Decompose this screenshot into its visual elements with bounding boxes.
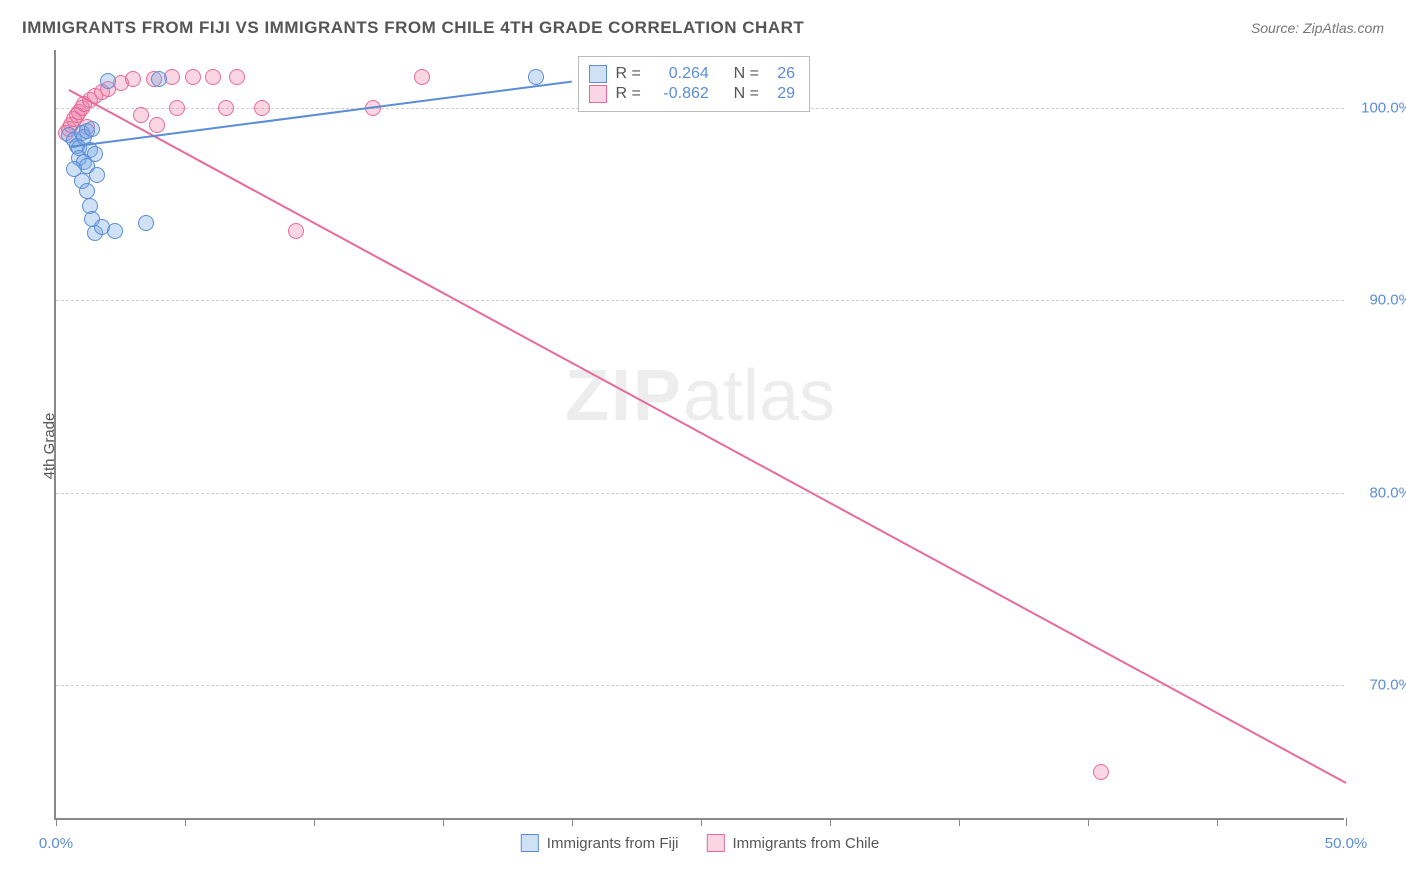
data-point xyxy=(528,69,544,85)
legend-swatch xyxy=(521,834,539,852)
x-tick-mark xyxy=(314,818,315,826)
data-point xyxy=(133,107,149,123)
r-value: 0.264 xyxy=(649,65,709,83)
legend-row: R = -0.862 N = 29 xyxy=(589,85,795,103)
chart-source: Source: ZipAtlas.com xyxy=(1251,20,1384,36)
x-tick-mark xyxy=(1217,818,1218,826)
legend-item: Immigrants from Chile xyxy=(706,834,879,852)
chart-header: IMMIGRANTS FROM FIJI VS IMMIGRANTS FROM … xyxy=(22,18,1384,38)
legend-item: Immigrants from Fiji xyxy=(521,834,679,852)
trend-line xyxy=(68,89,1346,784)
data-point xyxy=(138,215,154,231)
data-point xyxy=(89,167,105,183)
n-label: N = xyxy=(734,85,759,103)
data-point xyxy=(149,117,165,133)
data-point xyxy=(288,223,304,239)
gridline xyxy=(56,685,1344,686)
y-tick-label: 90.0% xyxy=(1369,292,1406,309)
correlation-legend: R = 0.264 N = 26 R = -0.862 N = 29 xyxy=(578,56,810,112)
legend-swatch xyxy=(589,85,607,103)
chart-plot-area: ZIPatlas 70.0%80.0%90.0%100.0%0.0%50.0%R… xyxy=(54,50,1344,820)
watermark-rest: atlas xyxy=(683,356,835,436)
n-label: N = xyxy=(734,65,759,83)
data-point xyxy=(125,71,141,87)
y-tick-label: 80.0% xyxy=(1369,484,1406,501)
legend-swatch xyxy=(706,834,724,852)
x-tick-mark xyxy=(1088,818,1089,826)
data-point xyxy=(218,100,234,116)
data-point xyxy=(254,100,270,116)
data-point xyxy=(185,69,201,85)
n-value: 29 xyxy=(767,85,795,103)
y-tick-label: 100.0% xyxy=(1361,99,1406,116)
r-label: R = xyxy=(615,85,640,103)
legend-label: Immigrants from Chile xyxy=(732,835,879,852)
x-tick-mark xyxy=(959,818,960,826)
legend-swatch xyxy=(589,65,607,83)
chart-title: IMMIGRANTS FROM FIJI VS IMMIGRANTS FROM … xyxy=(22,18,804,38)
r-label: R = xyxy=(615,65,640,83)
r-value: -0.862 xyxy=(649,85,709,103)
data-point xyxy=(84,121,100,137)
series-legend: Immigrants from Fiji Immigrants from Chil… xyxy=(521,834,879,852)
data-point xyxy=(1093,764,1109,780)
x-tick-label: 50.0% xyxy=(1325,835,1368,852)
x-tick-mark xyxy=(185,818,186,826)
legend-row: R = 0.264 N = 26 xyxy=(589,65,795,83)
watermark: ZIPatlas xyxy=(565,355,835,437)
data-point xyxy=(414,69,430,85)
n-value: 26 xyxy=(767,65,795,83)
data-point xyxy=(229,69,245,85)
data-point xyxy=(100,73,116,89)
data-point xyxy=(169,100,185,116)
x-tick-mark xyxy=(1346,818,1347,826)
gridline xyxy=(56,300,1344,301)
x-tick-mark xyxy=(701,818,702,826)
data-point xyxy=(79,183,95,199)
x-tick-mark xyxy=(572,818,573,826)
x-tick-mark xyxy=(56,818,57,826)
x-tick-label: 0.0% xyxy=(39,835,73,852)
x-tick-mark xyxy=(830,818,831,826)
gridline xyxy=(56,493,1344,494)
y-tick-label: 70.0% xyxy=(1369,677,1406,694)
x-tick-mark xyxy=(443,818,444,826)
legend-label: Immigrants from Fiji xyxy=(547,835,679,852)
data-point xyxy=(151,71,167,87)
data-point xyxy=(205,69,221,85)
data-point xyxy=(107,223,123,239)
